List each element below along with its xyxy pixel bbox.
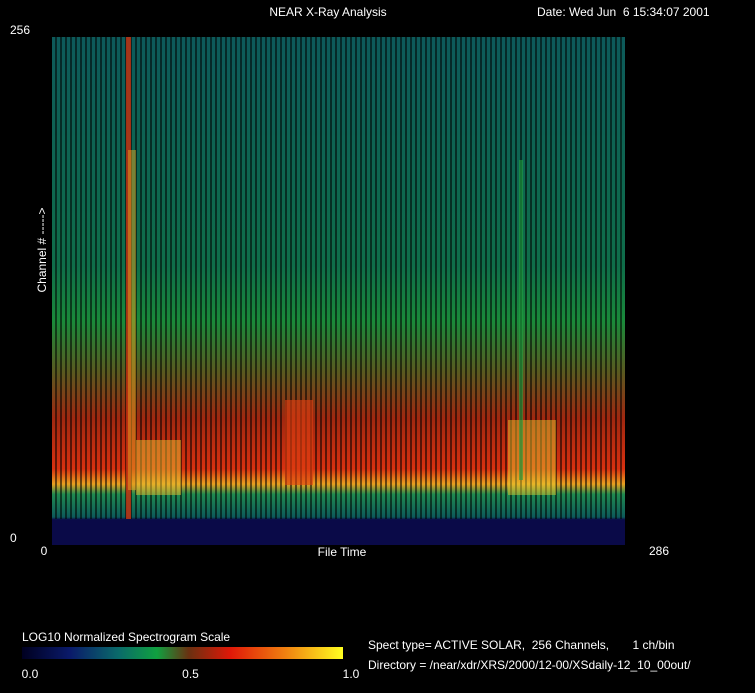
flare-region — [136, 440, 181, 495]
y-tick-label: 0 — [10, 531, 17, 545]
y-axis-label: Channel # -----> — [35, 207, 49, 292]
chart-title: NEAR X-Ray Analysis — [269, 5, 386, 19]
colorbar — [22, 647, 343, 659]
colorbar-title: LOG10 Normalized Spectrogram Scale — [22, 630, 230, 644]
x-tick-label: 0 — [41, 544, 48, 558]
date: Date: Wed Jun 6 15:34:07 2001 — [537, 5, 710, 19]
spectrogram — [52, 37, 625, 545]
x-axis-label: File Time — [318, 545, 367, 559]
colorbar-tick-label: 0.5 — [182, 667, 199, 681]
flare-spike — [128, 150, 136, 490]
y-tick-label: 256 — [10, 23, 30, 37]
info-line: Directory = /near/xdr/XRS/2000/12-00/XSd… — [368, 658, 691, 672]
colorbar-tick-label: 0.0 — [22, 667, 39, 681]
info-line: Spect type= ACTIVE SOLAR, 256 Channels, … — [368, 638, 675, 652]
colorbar-tick-label: 1.0 — [343, 667, 360, 681]
flare-region — [508, 420, 556, 495]
flare-region — [285, 400, 313, 485]
flare-spike — [519, 160, 523, 480]
x-tick-label: 286 — [649, 544, 669, 558]
